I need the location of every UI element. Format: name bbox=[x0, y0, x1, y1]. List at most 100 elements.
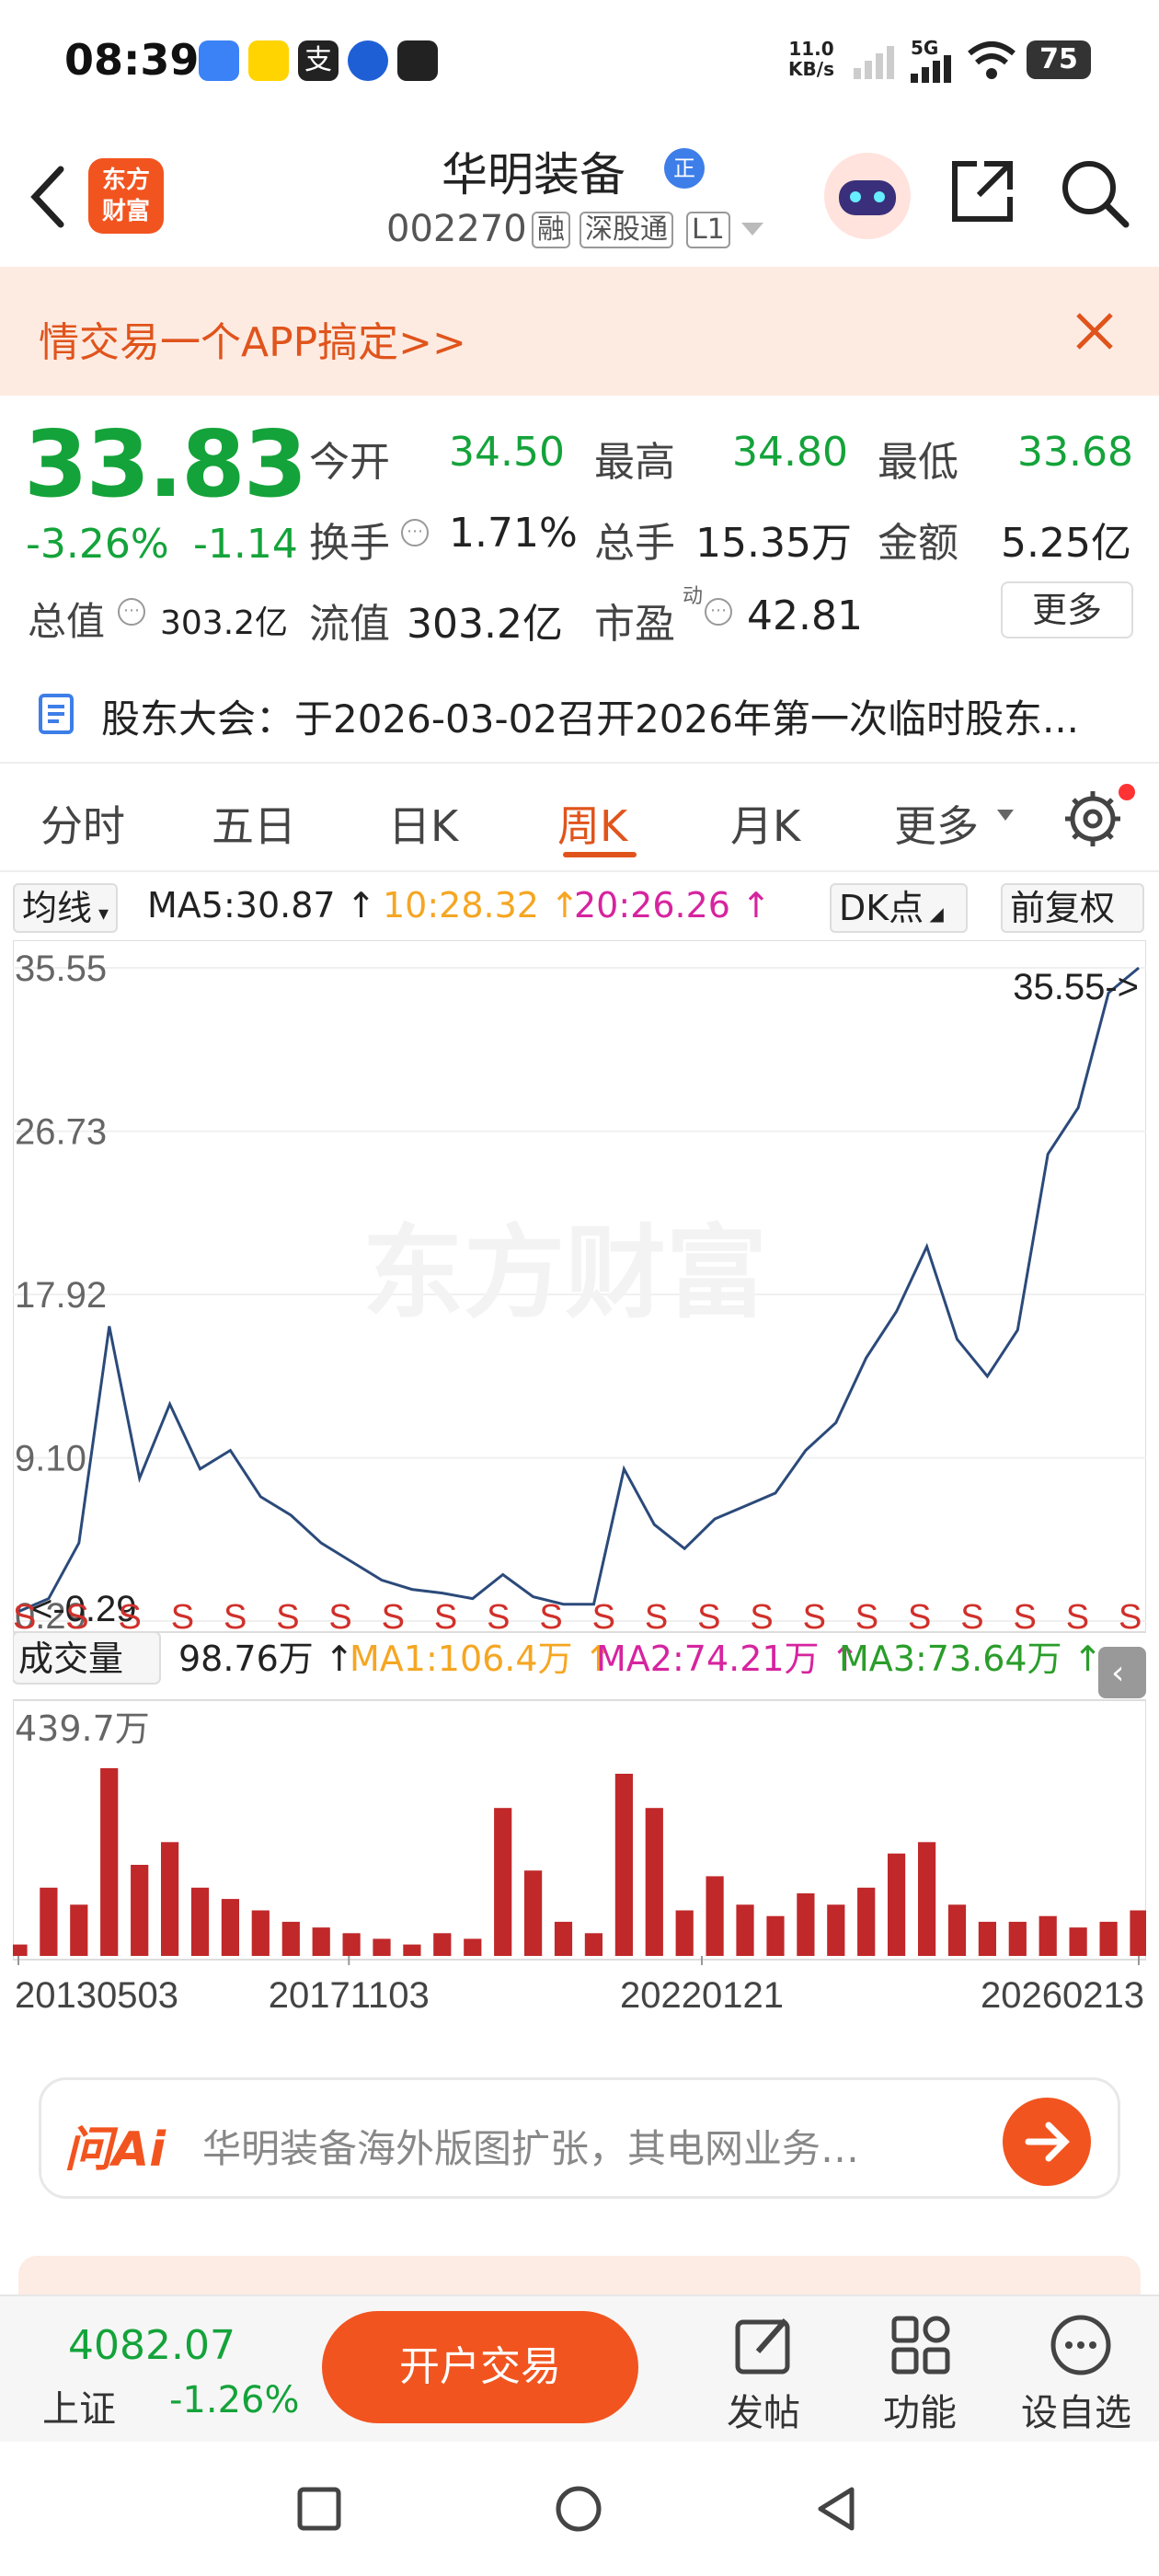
s-signal-marker: S bbox=[645, 1598, 668, 1637]
pe-dynamic-sup: 动 bbox=[683, 585, 704, 608]
index-value[interactable]: 4082.07 bbox=[68, 2322, 235, 2369]
dropdown-triangle-icon[interactable] bbox=[740, 221, 765, 237]
volume-bar bbox=[554, 1921, 573, 1956]
chevron-left-icon: ‹ bbox=[1111, 1654, 1124, 1692]
functions-grid-icon[interactable] bbox=[889, 2313, 953, 2377]
volume-ma3: MA3:73.64万 ↑ bbox=[839, 1639, 1102, 1679]
more-button[interactable]: 更多 bbox=[1001, 581, 1133, 638]
s-signal-marker: S bbox=[1014, 1598, 1037, 1637]
volume-bar bbox=[13, 1944, 28, 1956]
post-edit-icon[interactable] bbox=[732, 2313, 797, 2377]
volume-bar bbox=[888, 1853, 906, 1956]
tab-daily-k[interactable]: 日K bbox=[388, 801, 459, 851]
x-tick-label: 20220121 bbox=[620, 1975, 784, 2016]
signal-icon bbox=[854, 46, 894, 79]
volume-label: 成交量 bbox=[18, 1639, 123, 1679]
dk-point-button[interactable]: DK点 ◢ bbox=[830, 883, 968, 933]
gear-icon[interactable] bbox=[1061, 788, 1124, 850]
promo-banner-text[interactable]: 情交易一个APP搞定>> bbox=[39, 319, 466, 366]
volume-bar bbox=[766, 1915, 785, 1956]
set-watchlist-label[interactable]: 设自选 bbox=[1021, 2392, 1131, 2434]
notification-dot bbox=[1119, 784, 1135, 800]
tab-five-day[interactable]: 五日 bbox=[212, 801, 296, 851]
turnover-label: 换手 bbox=[309, 520, 390, 567]
volume-bar bbox=[614, 1774, 633, 1956]
recent-apps-icon[interactable] bbox=[296, 2486, 342, 2532]
promo-banner[interactable] bbox=[0, 267, 1159, 396]
price-line bbox=[17, 966, 1140, 1614]
tag-margin: 融 bbox=[532, 212, 570, 248]
volume-max-label: 439.7万 bbox=[15, 1708, 150, 1749]
robot-assistant-icon[interactable] bbox=[824, 153, 911, 239]
close-icon[interactable] bbox=[1074, 311, 1115, 351]
tab-intraday[interactable]: 分时 bbox=[40, 801, 125, 851]
ai-question-bar[interactable] bbox=[39, 2077, 1120, 2199]
app-logo[interactable]: 东方 财富 bbox=[88, 158, 164, 234]
volume-bar bbox=[1130, 1910, 1146, 1956]
info-dots-icon[interactable]: ⋯ bbox=[401, 519, 429, 546]
indicator-type-select[interactable]: 均线 ▾ bbox=[13, 883, 119, 933]
index-name[interactable]: 上证 bbox=[42, 2388, 116, 2431]
price-panel bbox=[13, 940, 1146, 1633]
tab-more[interactable]: 更多 bbox=[894, 801, 979, 851]
more-dots-circle-icon[interactable] bbox=[1047, 2311, 1115, 2379]
pe-label: 市盈 bbox=[594, 601, 675, 648]
s-signal-marker: S bbox=[1066, 1598, 1089, 1637]
volume-bar bbox=[190, 1887, 210, 1956]
high-label: 最高 bbox=[594, 439, 675, 486]
volume-bar bbox=[1099, 1921, 1118, 1956]
back-nav-icon[interactable] bbox=[813, 2484, 859, 2534]
volume-current: 98.76万 ↑ bbox=[178, 1639, 354, 1679]
volume-bar bbox=[1039, 1915, 1057, 1956]
volume-bar bbox=[373, 1938, 391, 1956]
open-account-trade-button[interactable]: 开户交易 bbox=[322, 2311, 638, 2423]
app-circle-icon bbox=[348, 40, 388, 81]
amount-label: 金额 bbox=[878, 520, 958, 567]
pe-value: 42.81 bbox=[747, 592, 863, 639]
home-icon[interactable] bbox=[554, 2484, 603, 2534]
volume-bar bbox=[736, 1904, 754, 1956]
s-signal-marker: S bbox=[65, 1598, 88, 1637]
chevron-down-icon[interactable] bbox=[995, 808, 1016, 822]
y-tick-label: 9.10 bbox=[15, 1439, 86, 1479]
volume-bar bbox=[797, 1893, 815, 1956]
volume-bar bbox=[312, 1927, 330, 1956]
adjust-select[interactable]: 前复权 bbox=[1001, 883, 1144, 933]
index-change[interactable]: -1.26% bbox=[169, 2379, 300, 2421]
functions-label[interactable]: 功能 bbox=[883, 2392, 957, 2434]
tab-monthly-k[interactable]: 月K bbox=[730, 801, 801, 851]
ai-go-button[interactable] bbox=[1003, 2098, 1091, 2186]
active-tab-indicator bbox=[563, 852, 637, 857]
wifi-icon bbox=[968, 41, 1016, 79]
volume-bar bbox=[857, 1887, 876, 1956]
y-tick-label: 26.73 bbox=[15, 1112, 107, 1153]
app-cloud-icon bbox=[397, 40, 438, 81]
share-icon[interactable] bbox=[947, 156, 1017, 226]
s-signal-marker: S bbox=[960, 1598, 983, 1637]
stock-name: 华明装备 bbox=[442, 148, 625, 201]
float-label: 流值 bbox=[309, 601, 390, 648]
back-arrow-icon[interactable] bbox=[24, 160, 79, 234]
s-signal-marker: S bbox=[908, 1598, 931, 1637]
s-signal-marker: S bbox=[592, 1598, 615, 1637]
search-icon[interactable] bbox=[1058, 156, 1131, 230]
app-blue-icon bbox=[199, 40, 239, 81]
tab-weekly-k[interactable]: 周K bbox=[557, 801, 628, 851]
s-signal-marker: S bbox=[697, 1598, 720, 1637]
post-label[interactable]: 发帖 bbox=[727, 2392, 800, 2434]
s-signal-marker: S bbox=[750, 1598, 773, 1637]
info-dots-icon[interactable]: ⋯ bbox=[705, 598, 732, 626]
volume-value: 15.35万 bbox=[695, 520, 852, 567]
volume-type-select bbox=[13, 1631, 161, 1685]
news-strip[interactable] bbox=[18, 2256, 1141, 2294]
volume-ma1: MA1:106.4万 ↑ bbox=[350, 1639, 613, 1679]
ai-logo: 问Ai bbox=[64, 2122, 166, 2178]
float-value: 303.2亿 bbox=[407, 601, 563, 648]
y-tick-label: 17.92 bbox=[15, 1275, 107, 1316]
volume-bar bbox=[100, 1767, 119, 1956]
kline-chart[interactable]: 35.55 26.73 17.92 9.10 0.29 东方财富 35.55-> <-0.29… bbox=[13, 940, 1146, 2026]
info-dots-icon[interactable]: ⋯ bbox=[118, 598, 145, 626]
ai-suggestion-text[interactable]: 华明装备海外版图扩张，其电网业务… bbox=[202, 2126, 860, 2171]
notice-text[interactable]: 股东大会：于2026-03-02召开2026年第一次临时股东... bbox=[101, 696, 1080, 742]
tag-level1[interactable]: L1 bbox=[686, 212, 730, 248]
